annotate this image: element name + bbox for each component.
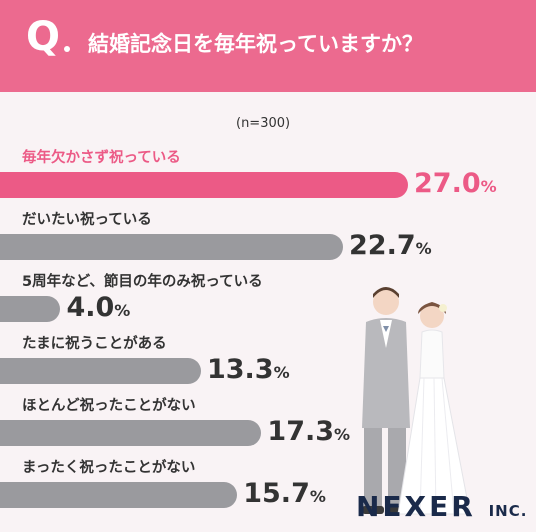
value-unit: % xyxy=(334,425,351,444)
category-label: 5周年など、節目の年のみ祝っている xyxy=(22,274,263,290)
logo-name: NEXER xyxy=(356,490,476,523)
question-header: Q 結婚記念日を毎年祝っていますか？ xyxy=(0,0,536,92)
logo-suffix: INC. xyxy=(488,502,528,520)
bar xyxy=(0,296,61,322)
bar xyxy=(0,420,262,446)
value-number: 17.3 xyxy=(267,416,335,447)
value-unit: % xyxy=(309,487,326,506)
question-title: 結婚記念日を毎年祝っていますか？ xyxy=(88,32,423,56)
sample-size-note: (n=300) xyxy=(236,116,291,131)
value-unit: % xyxy=(480,177,497,196)
value-label: 27.0% xyxy=(414,169,497,202)
value-label: 15.7% xyxy=(243,479,326,512)
value-label: 13.3% xyxy=(207,355,290,388)
wedding-couple-illustration xyxy=(362,287,471,515)
category-label: 毎年欠かさず祝っている xyxy=(22,150,181,166)
value-unit: % xyxy=(273,363,290,382)
category-label: ほとんど祝ったことがない xyxy=(22,398,196,414)
value-label: 17.3% xyxy=(267,417,350,450)
category-label: だいたい祝っている xyxy=(22,212,152,228)
value-number: 13.3 xyxy=(206,354,274,385)
value-unit: % xyxy=(415,239,432,258)
category-label: たまに祝うことがある xyxy=(22,336,167,352)
q-dot-decoration xyxy=(64,46,70,52)
q-mark: Q xyxy=(26,14,60,60)
category-label: まったく祝ったことがない xyxy=(22,460,196,476)
value-number: 22.7 xyxy=(349,230,416,261)
value-number: 15.7 xyxy=(243,478,310,509)
value-unit: % xyxy=(114,301,131,320)
bar xyxy=(0,482,238,508)
bar xyxy=(0,234,344,260)
value-label: 22.7% xyxy=(349,231,432,264)
value-number: 27.0 xyxy=(414,168,481,199)
value-label: 4.0% xyxy=(66,293,130,326)
bar xyxy=(0,358,201,384)
nexer-logo: NEXER INC. xyxy=(356,490,527,523)
value-number: 4.0 xyxy=(66,292,115,323)
bar xyxy=(0,172,408,198)
